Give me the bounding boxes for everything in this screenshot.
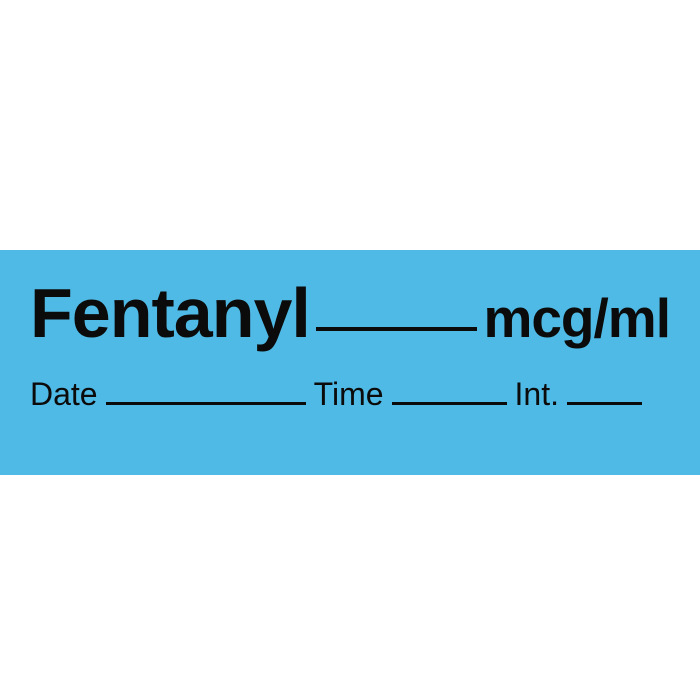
field-date-blank[interactable] bbox=[106, 402, 306, 405]
field-date-label: Date bbox=[30, 378, 98, 410]
medication-label: Fentanyl mcg/ml Date Time Int. bbox=[0, 250, 700, 475]
field-time-label: Time bbox=[314, 378, 384, 410]
field-int-blank[interactable] bbox=[567, 402, 642, 405]
drug-name: Fentanyl bbox=[30, 278, 310, 348]
sub-row: Date Time Int. bbox=[30, 378, 670, 410]
unit-text: mcg/ml bbox=[483, 291, 670, 346]
field-int-label: Int. bbox=[515, 378, 559, 410]
dose-blank[interactable] bbox=[316, 327, 478, 331]
field-time-blank[interactable] bbox=[392, 402, 507, 405]
main-row: Fentanyl mcg/ml bbox=[30, 278, 670, 348]
